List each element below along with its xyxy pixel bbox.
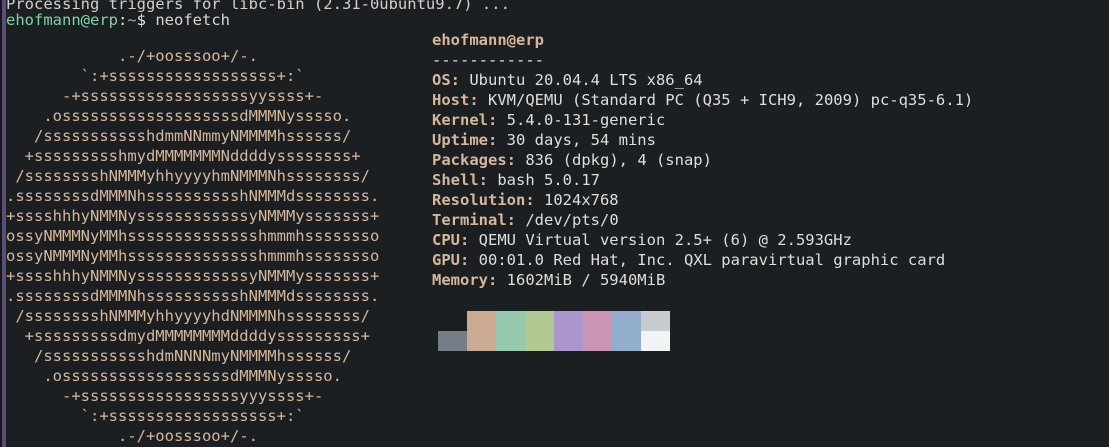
palette-bright-swatch-1 [467, 331, 496, 351]
info-title: ehofmann@erp [432, 31, 544, 49]
palette-normal-swatch-0 [438, 311, 467, 331]
prompt-sigil: $ [136, 11, 147, 29]
info-value: 836 (dpkg), 4 (snap) [516, 151, 712, 169]
info-key: CPU: [432, 231, 470, 249]
palette-bright-swatch-4 [554, 331, 583, 351]
info-value: 30 days, 54 mins [497, 131, 656, 149]
palette-bright-swatch-7 [641, 331, 670, 351]
palette-normal-swatch-2 [496, 311, 525, 331]
info-value: 1024x768 [534, 191, 619, 209]
info-key: Shell: [432, 171, 488, 189]
info-key: Memory: [432, 271, 498, 289]
palette-bright-swatch-6 [612, 331, 641, 351]
palette-bright-swatch-2 [496, 331, 525, 351]
palette-normal-swatch-5 [583, 311, 612, 331]
info-key: OS: [432, 71, 460, 89]
info-value: 00:01.0 Red Hat, Inc. QXL paravirtual gr… [469, 251, 946, 269]
ubuntu-logo-ascii-art: .-/+oosssoo+/-. `:+ssssssssssssssssss+:`… [6, 46, 380, 445]
info-value: QEMU Virtual version 2.5+ (6) @ 2.593GHz [469, 231, 852, 249]
neofetch-info-block: ehofmann@erp ------------ OS: Ubuntu 20.… [432, 30, 1092, 290]
palette-row-bright [438, 331, 670, 351]
info-key: GPU: [432, 251, 470, 269]
info-value: 1602MiB / 5940MiB [497, 271, 666, 289]
prompt-colon: : [117, 11, 128, 29]
info-row-uptime: Uptime: 30 days, 54 mins [432, 130, 1092, 150]
info-key: Kernel: [432, 111, 498, 129]
palette-bright-swatch-3 [525, 331, 554, 351]
window-left-edge [0, 0, 2, 447]
info-row-host: Host: KVM/QEMU (Standard PC (Q35 + ICH9,… [432, 90, 1092, 110]
shell-prompt-line: ehofmann@erp:~$ neofetch [6, 10, 230, 30]
info-row-gpu: GPU: 00:01.0 Red Hat, Inc. QXL paravirtu… [432, 250, 1092, 270]
palette-bright-swatch-5 [583, 331, 612, 351]
palette-normal-swatch-7 [641, 311, 670, 331]
info-key: Host: [432, 91, 479, 109]
info-key: Uptime: [432, 131, 498, 149]
terminal-scrollbar[interactable] [2, 0, 6, 447]
terminal-content: Processing triggers for libc-bin (2.31-0… [6, 0, 1109, 447]
info-row-kernel: Kernel: 5.4.0-131-generic [432, 110, 1092, 130]
palette-row-normal [438, 311, 670, 331]
palette-normal-swatch-6 [612, 311, 641, 331]
info-value: Ubuntu 20.04.4 LTS x86_64 [460, 71, 703, 89]
prompt-user-host: ehofmann@erp [6, 11, 118, 29]
palette-normal-swatch-4 [554, 311, 583, 331]
info-row-memory: Memory: 1602MiB / 5940MiB [432, 270, 1092, 290]
info-key: Resolution: [432, 191, 535, 209]
scrollback-line: Processing triggers for libc-bin (2.31-0… [6, 0, 510, 13]
info-value: /dev/pts/0 [516, 211, 619, 229]
info-row-os: OS: Ubuntu 20.04.4 LTS x86_64 [432, 70, 1092, 90]
info-row-cpu: CPU: QEMU Virtual version 2.5+ (6) @ 2.5… [432, 230, 1092, 250]
info-value: KVM/QEMU (Standard PC (Q35 + ICH9, 2009)… [478, 91, 974, 109]
info-row-shell: Shell: bash 5.0.17 [432, 170, 1092, 190]
info-row-packages: Packages: 836 (dpkg), 4 (snap) [432, 150, 1092, 170]
info-rows: OS: Ubuntu 20.04.4 LTS x86_64 Host: KVM/Q… [432, 70, 1092, 290]
info-value: 5.4.0-131-generic [497, 111, 666, 129]
palette-bright-swatch-0 [438, 331, 467, 351]
info-key: Terminal: [432, 211, 516, 229]
info-title-rule: ------------ [432, 51, 544, 69]
prompt-path: ~ [127, 11, 137, 29]
palette-normal-swatch-1 [467, 311, 496, 331]
info-row-resolution: Resolution: 1024x768 [432, 190, 1092, 210]
info-row-terminal: Terminal: /dev/pts/0 [432, 210, 1092, 230]
color-palette [438, 311, 670, 351]
info-value: bash 5.0.17 [488, 171, 600, 189]
prompt-command: neofetch [146, 11, 231, 29]
info-key: Packages: [432, 151, 516, 169]
palette-normal-swatch-3 [525, 311, 554, 331]
